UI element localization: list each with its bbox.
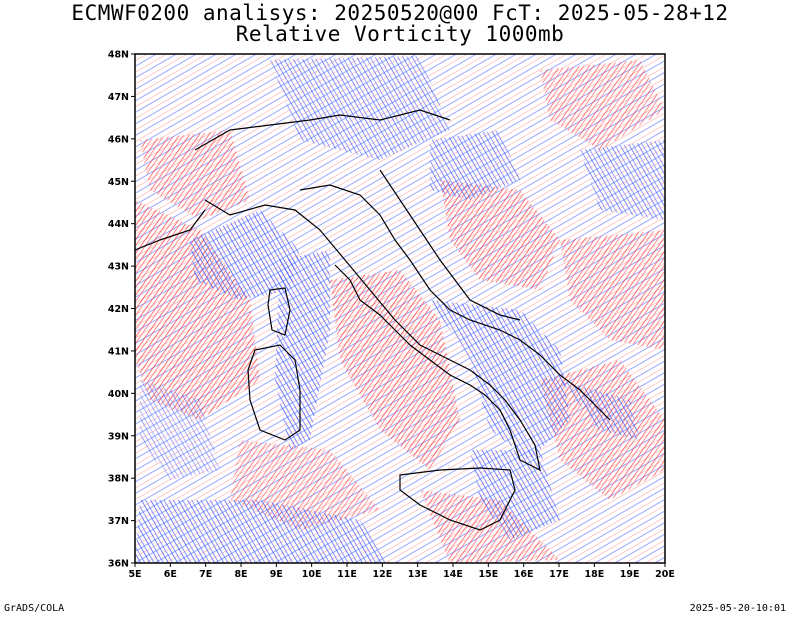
blue-contour-region xyxy=(190,210,300,300)
blue-contour-region xyxy=(430,130,520,200)
lat-tick-label: 46N xyxy=(108,134,129,145)
red-contour-region xyxy=(140,130,250,220)
france-coast xyxy=(135,209,206,251)
lat-tick-label: 48N xyxy=(108,50,129,61)
lon-tick-label: 5E xyxy=(128,569,141,580)
blue-contour-region xyxy=(135,500,390,563)
lon-tick-label: 12E xyxy=(372,569,392,580)
sardinia-coast xyxy=(247,344,301,441)
lat-tick-label: 40N xyxy=(108,389,129,400)
footer-timestamp: 2025-05-20-10:01 xyxy=(689,603,786,614)
alps-border xyxy=(194,109,451,151)
blue-contour-region xyxy=(140,380,220,480)
lon-tick-label: 11E xyxy=(337,569,357,580)
lon-tick-label: 17E xyxy=(549,569,569,580)
adriatic-coast xyxy=(299,184,611,421)
contour-field xyxy=(135,54,665,563)
blue-contour-region xyxy=(580,140,665,220)
lon-tick-label: 19E xyxy=(620,569,640,580)
lat-tick-label: 39N xyxy=(108,431,129,442)
lon-tick-label: 18E xyxy=(584,569,604,580)
lon-tick-label: 7E xyxy=(199,569,212,580)
lon-tick-label: 13E xyxy=(408,569,428,580)
lon-tick-label: 16E xyxy=(514,569,534,580)
lon-tick-label: 10E xyxy=(302,569,322,580)
lat-tick-label: 43N xyxy=(108,262,129,273)
chart-title: ECMWF0200 analisys: 20250520@00 FcT: 202… xyxy=(71,1,729,25)
lat-tick-label: 38N xyxy=(108,474,129,485)
red-contour-region xyxy=(440,180,560,290)
red-contour-region xyxy=(560,230,665,350)
italy-peninsula-coast xyxy=(204,199,541,472)
lon-tick-label: 15E xyxy=(478,569,498,580)
lon-tick-label: 14E xyxy=(443,569,463,580)
footer-software-label: GrADS/COLA xyxy=(4,603,65,614)
latitude-axis: 48N 47N 46N 45N 44N 43N 42N 41N 40N 39N 38N 37N 36N xyxy=(108,50,135,570)
lat-tick-label: 44N xyxy=(108,219,129,230)
red-contour-region xyxy=(330,270,460,470)
red-contour-region xyxy=(135,200,260,420)
corsica-coast xyxy=(267,287,291,336)
lat-tick-label: 37N xyxy=(108,516,129,527)
blue-contour-region xyxy=(270,56,450,160)
chart-subtitle: Relative Vorticity 1000mb xyxy=(235,22,565,46)
lat-tick-label: 41N xyxy=(108,346,129,357)
lon-tick-label: 9E xyxy=(270,569,283,580)
coastline xyxy=(135,109,611,531)
longitude-axis: 5E 6E 7E 8E 9E 10E 11E 12E 13E 14E 15E 16E 17E 18E 19E… xyxy=(128,563,675,580)
sicily-coast xyxy=(399,467,516,531)
blue-contour-region xyxy=(430,300,570,460)
red-contour-region xyxy=(420,490,560,563)
balkan-coast xyxy=(379,169,521,321)
lat-tick-label: 45N xyxy=(108,177,129,188)
lat-tick-label: 36N xyxy=(108,559,129,570)
lon-tick-label: 20E xyxy=(655,569,675,580)
blue-contour-region xyxy=(275,250,330,450)
lon-tick-label: 8E xyxy=(234,569,247,580)
blue-contour-region xyxy=(470,450,560,540)
lat-tick-label: 47N xyxy=(108,92,129,103)
lon-tick-label: 6E xyxy=(164,569,177,580)
red-contour-region xyxy=(540,60,665,150)
lat-tick-label: 42N xyxy=(108,304,129,315)
